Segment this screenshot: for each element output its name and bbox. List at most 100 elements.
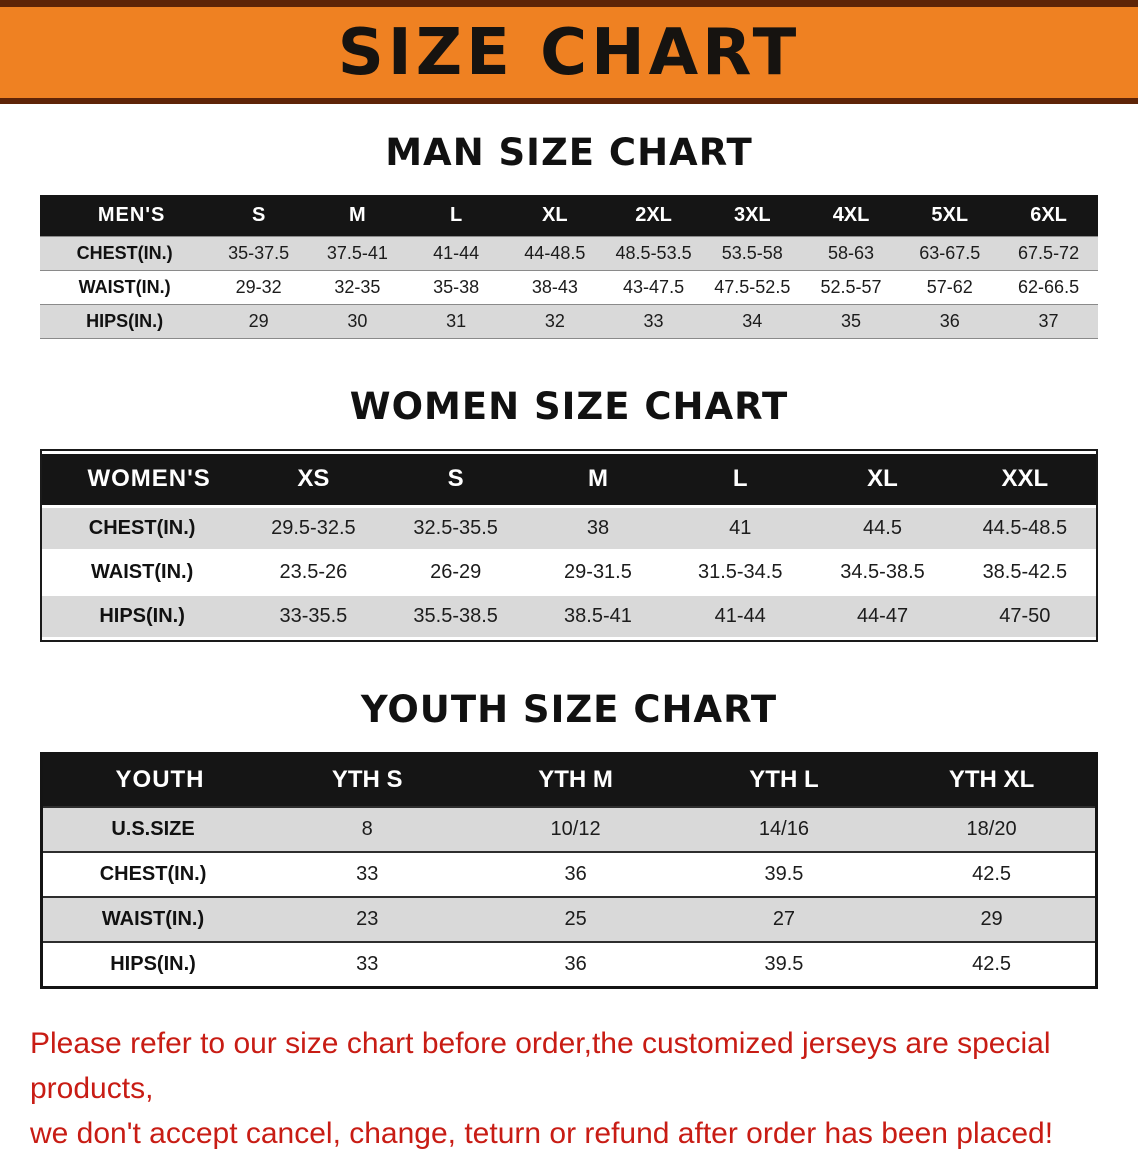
size-value-cell: 63-67.5 [900, 235, 1000, 270]
size-value-cell: 33-35.5 [242, 595, 385, 637]
size-value-cell: 33 [604, 303, 703, 339]
size-column-header: YTH L [679, 753, 889, 807]
size-value-cell: 35-37.5 [209, 235, 308, 270]
row-label: CHEST(IN.) [40, 235, 210, 270]
size-value-cell: 58-63 [801, 235, 901, 270]
size-value-cell: 23.5-26 [242, 551, 385, 593]
row-label: CHEST(IN.) [42, 507, 243, 549]
size-value-cell: 36 [900, 303, 1000, 339]
table-header-row: MEN'S S M L XL 2XL 3XL 4XL 5XL 6XL [40, 195, 1098, 236]
size-value-cell: 32-35 [308, 269, 407, 304]
size-value-cell: 10/12 [471, 806, 680, 852]
size-value-cell: 31 [406, 303, 506, 339]
size-value-cell: 27 [679, 896, 889, 942]
women-size-section: WOMEN SIZE CHART WOMEN'S XS S M L XL XXL CHEST(I… [40, 385, 1098, 642]
size-column-header: XS [242, 453, 385, 505]
size-value-cell: 38.5-41 [526, 595, 670, 637]
table-row: U.S.SIZE 8 10/12 14/16 18/20 [41, 806, 1097, 852]
table-row: CHEST(IN.) 29.5-32.5 32.5-35.5 38 41 44.5 44.5… [42, 507, 1096, 549]
size-value-cell: 35 [801, 303, 901, 339]
table-title-cell: WOMEN'S [42, 453, 243, 505]
size-column-header: 6XL [999, 195, 1098, 236]
size-column-header: XL [811, 453, 954, 505]
size-value-cell: 37 [999, 303, 1098, 339]
size-value-cell: 29-32 [209, 269, 308, 304]
size-value-cell: 44.5-48.5 [953, 507, 1096, 549]
size-column-header: 5XL [900, 195, 1000, 236]
size-column-header: XL [505, 195, 605, 236]
table-row: HIPS(IN.) 29 30 31 32 33 34 35 36 37 [40, 303, 1098, 339]
size-value-cell: 37.5-41 [308, 235, 407, 270]
size-value-cell: 29.5-32.5 [242, 507, 385, 549]
size-column-header: S [384, 453, 527, 505]
youth-size-heading: YOUTH SIZE CHART [360, 687, 778, 731]
row-label: HIPS(IN.) [42, 595, 243, 637]
youth-size-table: YOUTH YTH S YTH M YTH L YTH XL U.S.SIZE 8 10/12… [40, 751, 1098, 989]
size-value-cell: 32 [505, 303, 605, 339]
table-header-row: YOUTH YTH S YTH M YTH L YTH XL [41, 753, 1097, 807]
size-value-cell: 53.5-58 [702, 235, 802, 270]
size-value-cell: 29 [888, 896, 1097, 942]
size-value-cell: 18/20 [888, 806, 1097, 852]
size-value-cell: 57-62 [900, 269, 1000, 304]
size-column-header: 2XL [604, 195, 703, 236]
table-title-cell: YOUTH [41, 753, 264, 807]
page-title: SIZE CHART [337, 15, 801, 90]
table-row: WAIST(IN.) 29-32 32-35 35-38 38-43 43-47.5 47.… [40, 269, 1098, 304]
table-row: WAIST(IN.) 23 25 27 29 [41, 896, 1097, 942]
men-size-section: MAN SIZE CHART MEN'S S M L XL 2XL 3XL 4XL 5XL 6XL C… [40, 131, 1098, 339]
size-value-cell: 47-50 [953, 595, 1096, 637]
size-value-cell: 23 [263, 896, 472, 942]
size-column-header: YTH XL [888, 753, 1097, 807]
size-value-cell: 41-44 [669, 595, 812, 637]
table-row: CHEST(IN.) 33 36 39.5 42.5 [41, 851, 1097, 897]
size-value-cell: 48.5-53.5 [604, 235, 703, 270]
size-value-cell: 42.5 [888, 941, 1097, 987]
size-chart-sections: MAN SIZE CHART MEN'S S M L XL 2XL 3XL 4XL 5XL 6XL C… [0, 131, 1138, 989]
table-header-row: WOMEN'S XS S M L XL XXL [42, 453, 1096, 505]
men-size-heading: MAN SIZE CHART [385, 131, 753, 174]
footer-notice: Please refer to our size chart before or… [0, 1021, 1138, 1156]
size-value-cell: 8 [263, 806, 472, 852]
size-value-cell: 31.5-34.5 [669, 551, 812, 593]
size-column-header: L [669, 453, 812, 505]
table-title-cell: MEN'S [40, 195, 210, 236]
size-value-cell: 39.5 [679, 941, 889, 987]
size-value-cell: 36 [471, 851, 680, 897]
size-value-cell: 41-44 [406, 235, 506, 270]
size-value-cell: 32.5-35.5 [384, 507, 527, 549]
size-value-cell: 33 [263, 851, 472, 897]
youth-size-section: YOUTH SIZE CHART YOUTH YTH S YTH M YTH L YTH … [40, 688, 1098, 989]
row-label: WAIST(IN.) [40, 269, 210, 304]
size-value-cell: 14/16 [679, 806, 889, 852]
size-column-header: YTH M [471, 753, 680, 807]
size-value-cell: 42.5 [888, 851, 1097, 897]
row-label: HIPS(IN.) [40, 303, 210, 339]
table-row: WAIST(IN.) 23.5-26 26-29 29-31.5 31.5-34.5 34… [42, 551, 1096, 593]
size-value-cell: 30 [308, 303, 407, 339]
size-column-header: M [308, 195, 407, 236]
size-value-cell: 29-31.5 [526, 551, 670, 593]
size-value-cell: 38.5-42.5 [953, 551, 1096, 593]
size-value-cell: 35-38 [406, 269, 506, 304]
size-value-cell: 44-47 [811, 595, 954, 637]
size-value-cell: 38 [526, 507, 670, 549]
size-value-cell: 34.5-38.5 [811, 551, 954, 593]
men-size-table: MEN'S S M L XL 2XL 3XL 4XL 5XL 6XL CHEST(IN.) 35-37… [40, 195, 1098, 339]
size-value-cell: 47.5-52.5 [702, 269, 802, 304]
table-row: HIPS(IN.) 33-35.5 35.5-38.5 38.5-41 41-44 44-… [42, 595, 1096, 637]
size-value-cell: 35.5-38.5 [384, 595, 527, 637]
women-size-table: WOMEN'S XS S M L XL XXL CHEST(IN.) 29.5-32.5 32.5… [40, 448, 1098, 642]
row-label: U.S.SIZE [41, 806, 264, 852]
notice-line-1: Please refer to our size chart before or… [30, 1026, 1051, 1105]
women-size-heading: WOMEN SIZE CHART [349, 384, 789, 428]
size-value-cell: 33 [263, 941, 472, 987]
size-column-header: 3XL [702, 195, 802, 236]
size-value-cell: 43-47.5 [604, 269, 703, 304]
table-row: CHEST(IN.) 35-37.5 37.5-41 41-44 44-48.5 48.5… [40, 235, 1098, 270]
size-value-cell: 39.5 [679, 851, 889, 897]
row-label: HIPS(IN.) [41, 941, 264, 987]
size-column-header: S [209, 195, 308, 236]
size-value-cell: 34 [702, 303, 802, 339]
size-value-cell: 38-43 [505, 269, 605, 304]
